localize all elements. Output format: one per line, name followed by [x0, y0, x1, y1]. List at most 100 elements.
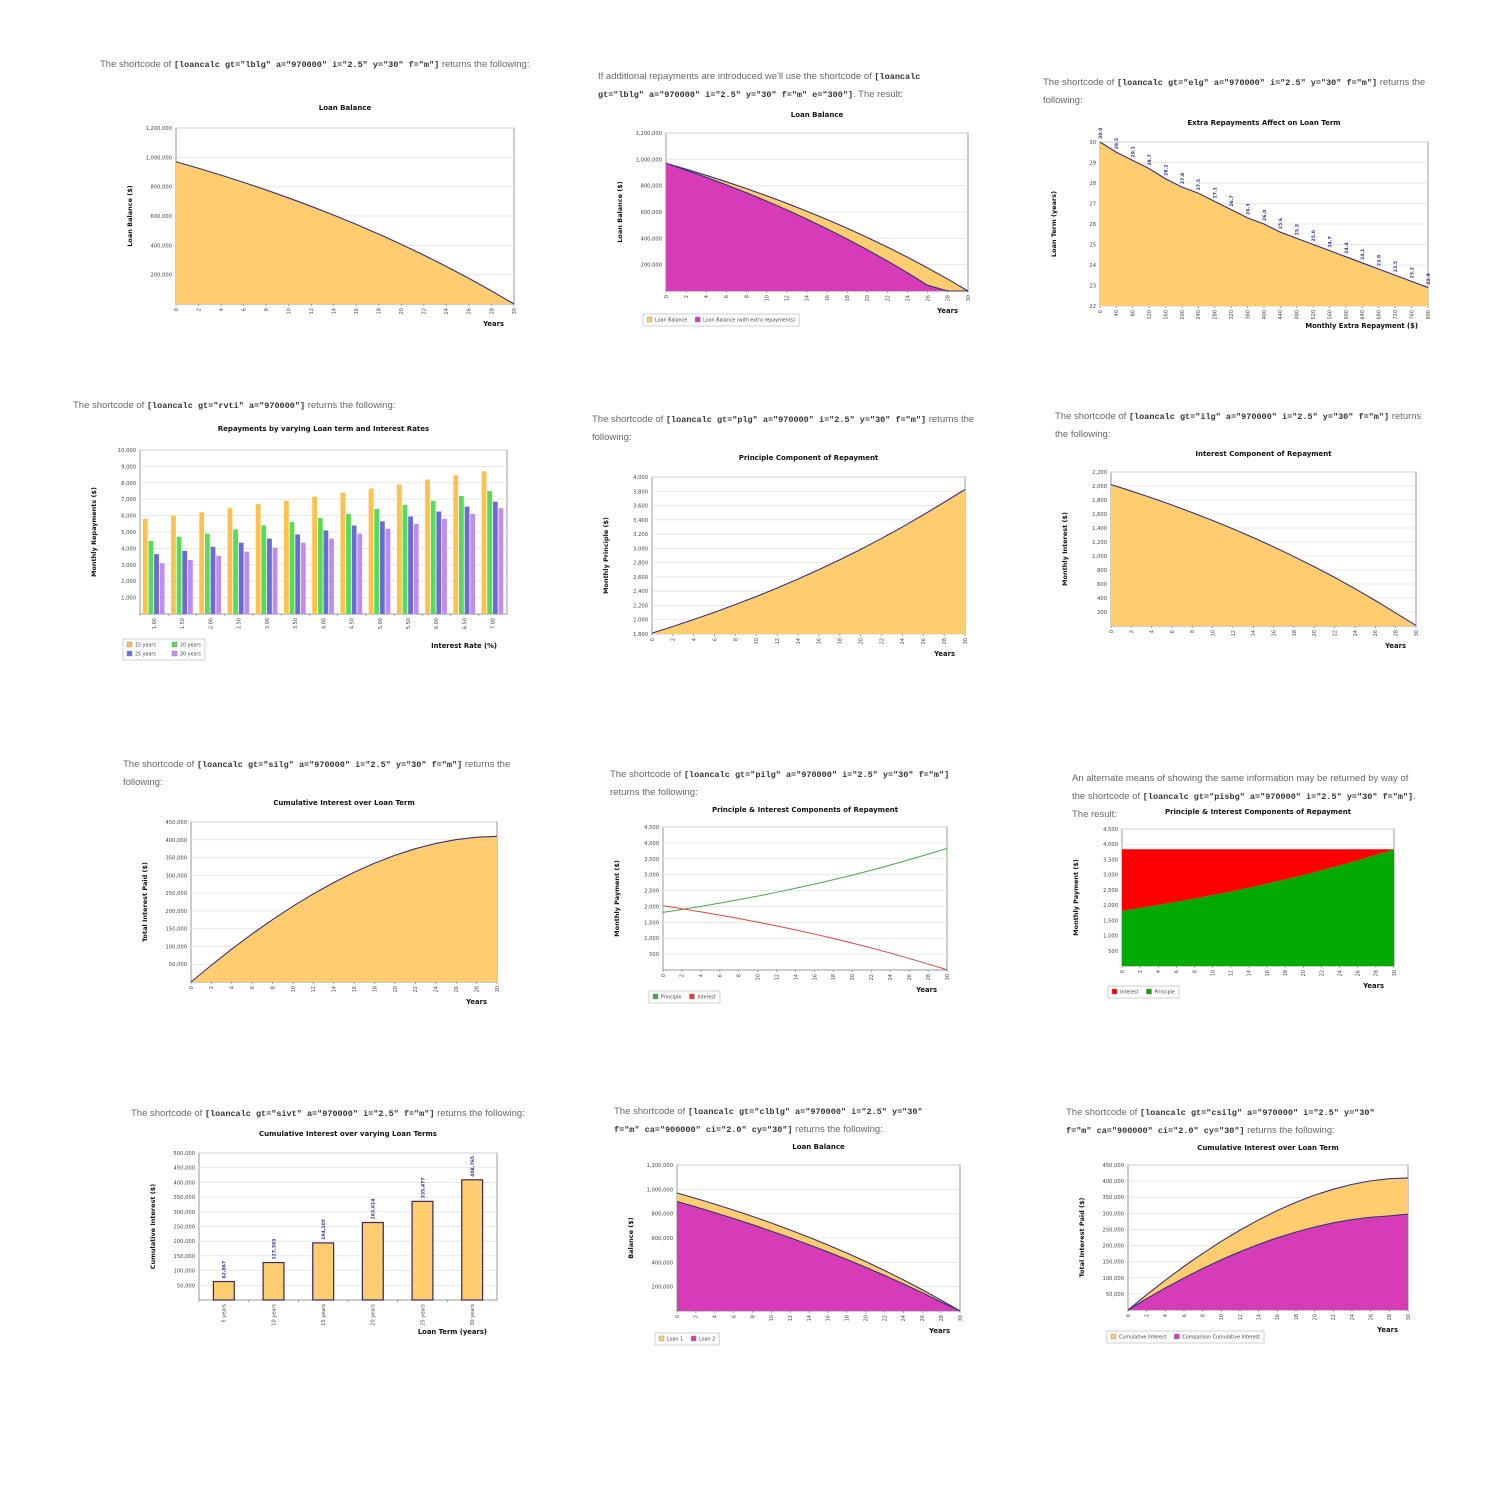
stacked-series-1 [1122, 849, 1394, 911]
y-tick-label: 28 [1089, 181, 1096, 187]
bar [312, 1242, 335, 1301]
point-label: 30.0 [1098, 128, 1104, 139]
bar-value-label: 335,477 [420, 1177, 426, 1198]
legend-box [1106, 1330, 1265, 1344]
y-tick-label: 800,000 [151, 185, 172, 191]
x-tick-label: 28 [1393, 630, 1399, 636]
x-axis-label: Years [928, 1327, 950, 1335]
y-axis-label: Monthly Principle ($) [602, 517, 610, 594]
y-tick-label: 50,000 [177, 1283, 195, 1289]
y-tick-label: 8,000 [121, 481, 136, 487]
y-tick-label: 2,000 [121, 579, 136, 585]
y-tick-label: 200,000 [166, 909, 187, 915]
bar [295, 534, 301, 614]
y-axis-label: Total Interest Paid ($) [141, 862, 149, 942]
x-tick-label: 22 [422, 308, 428, 314]
x-tick-label: 10 [764, 295, 770, 301]
x-tick-label: 240 [1196, 310, 1202, 320]
x-tick-label: 28 [489, 308, 495, 314]
bar [430, 500, 436, 614]
x-tick-label: 2 [1129, 630, 1135, 633]
y-tick-label: 25 [1089, 243, 1096, 249]
bar [459, 495, 464, 614]
bar [351, 525, 357, 614]
y-tick-label: 1,400 [1092, 526, 1107, 532]
chart-11: Cumulative Interest over Loan Term 50,000… [1078, 1144, 1412, 1344]
legend: Loan 1 Loan 2 [654, 1332, 720, 1346]
chart-title: Principle Component of Repayment [739, 454, 879, 462]
x-tick-label: 6 [1174, 970, 1180, 973]
x-tick-label: 16 [1265, 970, 1271, 976]
y-tick-label: 1,000,000 [636, 157, 662, 163]
x-tick-label: 10 years [271, 1304, 277, 1326]
x-tick-label: 28 [942, 638, 948, 644]
chart-caption: The shortcode of [loancalc gt="elg" a="9… [1043, 74, 1438, 110]
series-line-0 [676, 1192, 961, 1312]
point-label: 26.0 [1262, 210, 1268, 221]
x-tick-label: 4 [692, 638, 698, 641]
shortcode: [loancalc gt="pisbg" a="970000" i="2.5" … [1142, 792, 1414, 802]
bar-value-label: 194,205 [321, 1219, 327, 1240]
y-tick-label: 1,200 [1092, 540, 1107, 546]
x-tick-label: 2.00 [208, 618, 214, 629]
x-axis-label: Years [933, 650, 955, 658]
x-tick-label: 8 [750, 1315, 756, 1318]
bar [272, 547, 278, 614]
x-tick-label: 680 [1377, 310, 1383, 320]
bar [374, 509, 380, 614]
y-tick-label: 500 [649, 952, 659, 958]
y-axis-label: Loan Term (years) [1050, 191, 1058, 257]
y-tick-label: 27 [1089, 202, 1096, 208]
bar [396, 484, 402, 614]
shortcode: [loancalc gt="lblg" a="970000" i="2.5" y… [173, 60, 440, 70]
x-tick-label: 6 [241, 308, 247, 311]
x-tick-label: 22 [1331, 1314, 1337, 1320]
x-tick-label: 10 [755, 974, 761, 980]
x-tick-label: 720 [1393, 310, 1399, 320]
caption-text: The shortcode of [1055, 411, 1129, 422]
x-tick-label: 20 years [371, 1304, 377, 1326]
x-tick-label: 400 [1262, 310, 1268, 320]
x-tick-label: 12 [775, 638, 781, 644]
x-tick-label: 20 [1312, 1314, 1318, 1320]
x-tick-label: 12 [311, 986, 317, 992]
y-tick-label: 300,000 [166, 873, 187, 879]
chart-title: Cumulative Interest over varying Loan Te… [259, 1130, 437, 1138]
x-tick-label: 4 [1149, 630, 1155, 633]
x-tick-label: 26 [921, 638, 927, 644]
y-tick-label: 300,000 [174, 1210, 195, 1216]
legend-box [654, 1332, 720, 1346]
y-tick-label: 200,000 [174, 1239, 195, 1245]
bar [498, 508, 504, 614]
x-tick-label: 6 [1182, 1314, 1188, 1317]
x-tick-label: 6 [712, 638, 718, 641]
chart-8: Principle & Interest Components of Repay… [1072, 808, 1398, 999]
x-tick-label: 8 [1190, 630, 1196, 633]
legend-label: Loan Balance [655, 318, 687, 324]
x-tick-label: 0 [1120, 970, 1126, 973]
bar [227, 508, 233, 614]
bar [159, 563, 165, 614]
x-tick-label: 24 [1353, 630, 1359, 636]
line-series-0 [662, 847, 948, 913]
legend-box [122, 638, 206, 661]
legend-label: Interest [697, 995, 716, 1001]
legend-swatch [1174, 1333, 1180, 1340]
x-tick-label: 30 [495, 986, 501, 992]
line-series-1 [662, 905, 948, 971]
x-tick-label: 12 [774, 974, 780, 980]
x-axis-label: Monthly Extra Repayment ($) [1305, 322, 1418, 330]
x-tick-label: 18 [377, 308, 383, 314]
x-tick-label: 600 [1344, 310, 1350, 320]
legend-label: Principle [661, 995, 682, 1001]
y-tick-label: 29 [1089, 161, 1096, 167]
y-tick-label: 4,000 [633, 475, 648, 481]
y-tick-label: 400,000 [641, 236, 662, 242]
y-tick-label: 400,000 [174, 1180, 195, 1186]
chart-7: Principle & Interest Components of Repay… [613, 806, 951, 1004]
x-tick-label: 20 [399, 308, 405, 314]
point-label: 26.3 [1245, 204, 1251, 215]
x-tick-label: 8 [733, 638, 739, 641]
x-tick-label: 120 [1147, 310, 1153, 320]
x-tick-label: 25 years [420, 1304, 426, 1326]
